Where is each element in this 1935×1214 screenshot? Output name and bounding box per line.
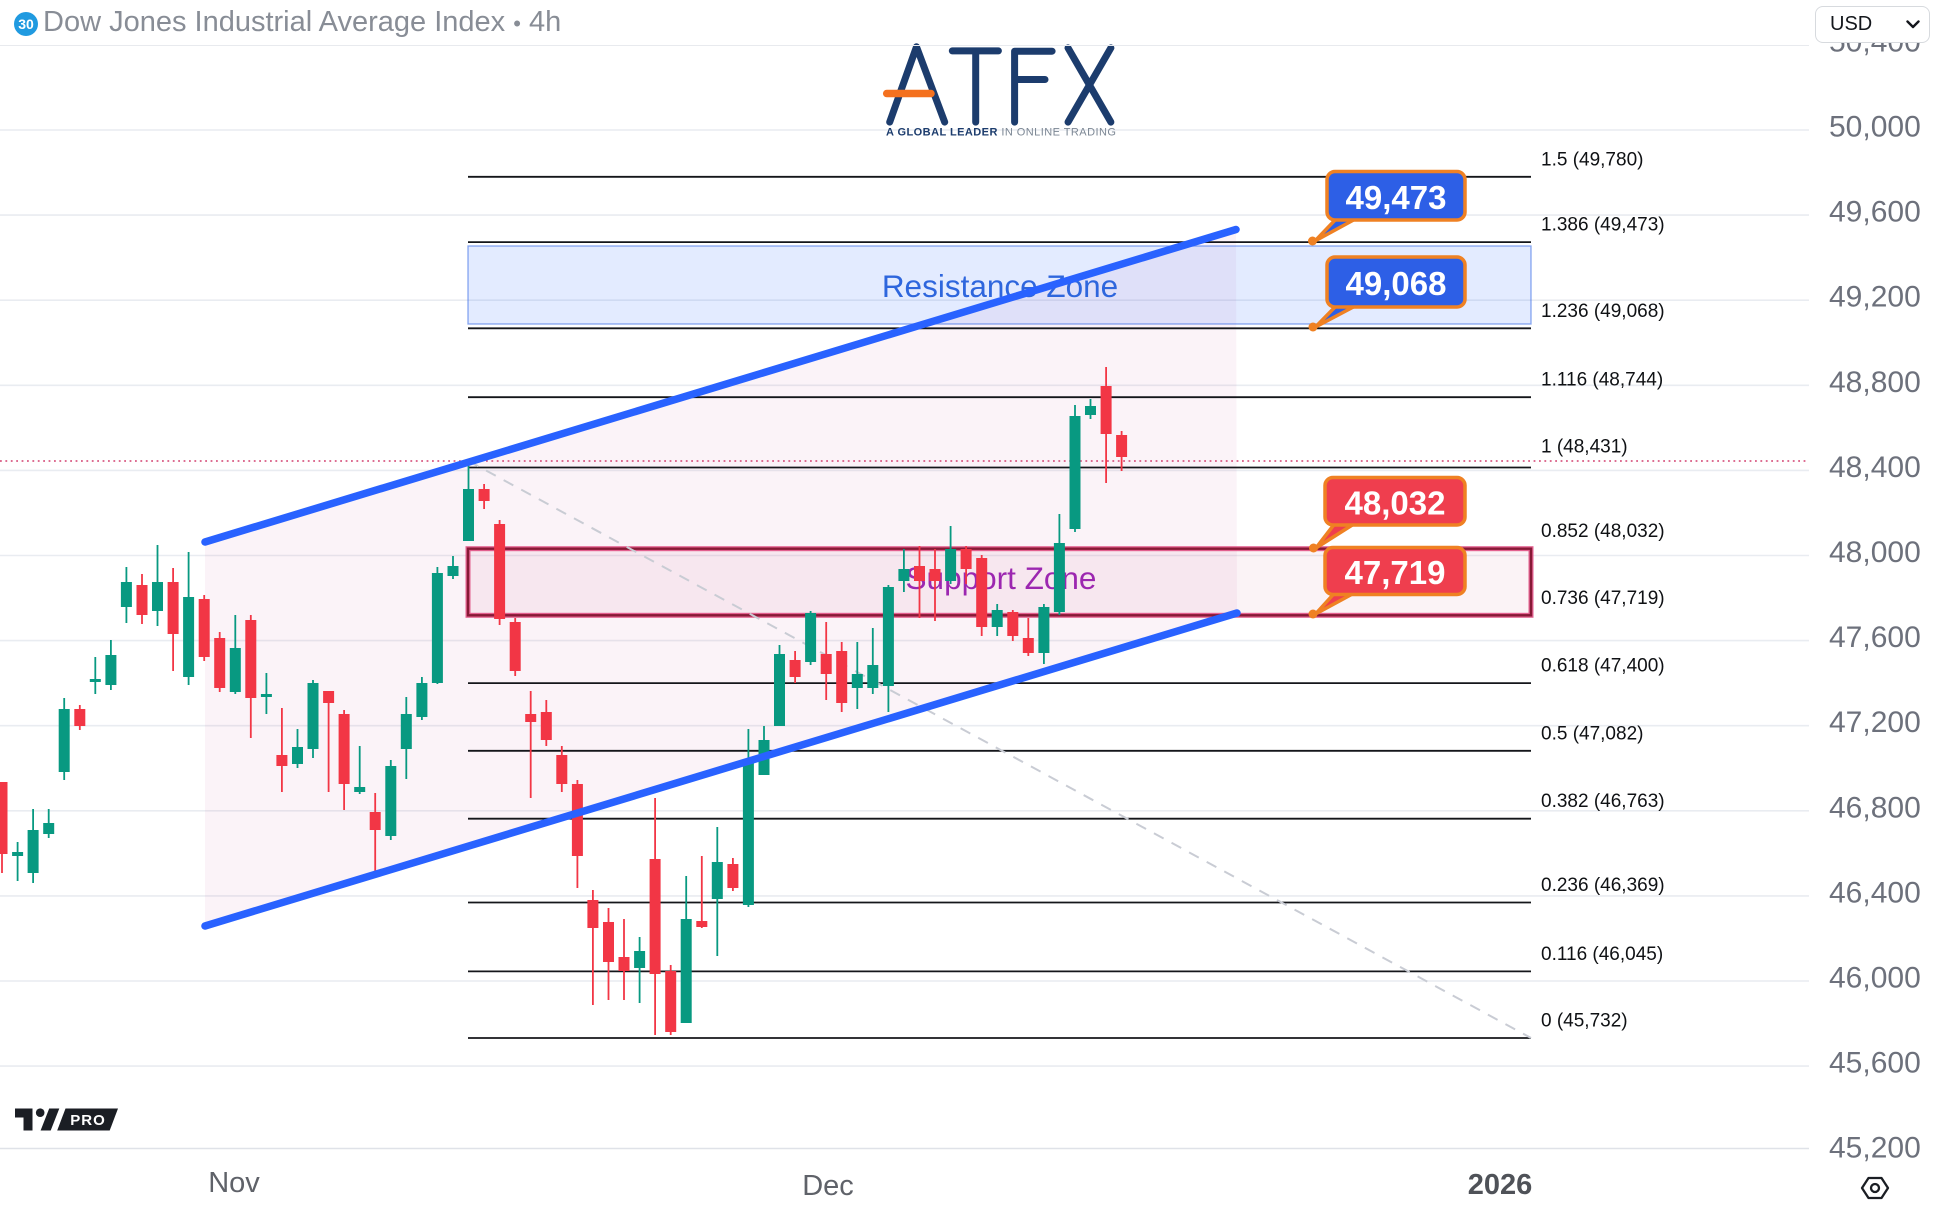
svg-text:47,200: 47,200 [1829,706,1921,739]
svg-text:0.736 (47,719): 0.736 (47,719) [1541,588,1665,609]
svg-text:49,473: 49,473 [1346,179,1447,216]
svg-text:0.5 (47,082): 0.5 (47,082) [1541,723,1643,744]
svg-text:45,600: 45,600 [1829,1047,1921,1080]
svg-text:Dec: Dec [802,1170,854,1202]
svg-text:46,800: 46,800 [1829,791,1921,824]
svg-text:46,400: 46,400 [1829,876,1921,909]
svg-text:1.5 (49,780): 1.5 (49,780) [1541,149,1643,170]
svg-text:1.386 (49,473): 1.386 (49,473) [1541,215,1665,236]
svg-text:46,000: 46,000 [1829,962,1921,995]
svg-text:0.116 (46,045): 0.116 (46,045) [1541,944,1663,965]
svg-text:48,400: 48,400 [1829,451,1921,484]
svg-text:1 (48,431): 1 (48,431) [1541,436,1628,457]
svg-text:50,000: 50,000 [1829,111,1921,144]
svg-text:2026: 2026 [1468,1169,1533,1201]
svg-text:0 (45,732): 0 (45,732) [1541,1011,1628,1032]
svg-text:PRO: PRO [70,1112,106,1129]
svg-text:A GLOBAL LEADER IN ONLINE TRAD: A GLOBAL LEADER IN ONLINE TRADING [886,127,1116,139]
svg-text:49,200: 49,200 [1829,281,1921,314]
svg-text:48,800: 48,800 [1829,366,1921,399]
svg-text:48,000: 48,000 [1829,536,1921,569]
svg-text:47,600: 47,600 [1829,621,1921,654]
svg-text:47,719: 47,719 [1345,554,1446,591]
svg-text:49,600: 49,600 [1829,196,1921,229]
svg-text:0.236 (46,369): 0.236 (46,369) [1541,875,1665,896]
svg-text:45,200: 45,200 [1829,1132,1921,1165]
svg-text:1.236 (49,068): 1.236 (49,068) [1541,301,1665,322]
svg-text:0.382 (46,763): 0.382 (46,763) [1541,791,1665,812]
svg-text:0.618 (47,400): 0.618 (47,400) [1541,656,1665,677]
svg-text:48,032: 48,032 [1345,484,1446,521]
svg-text:49,068: 49,068 [1346,265,1447,302]
svg-text:1.116 (48,744): 1.116 (48,744) [1541,370,1663,391]
svg-text:Nov: Nov [208,1167,260,1199]
svg-text:0.852 (48,032): 0.852 (48,032) [1541,521,1665,542]
